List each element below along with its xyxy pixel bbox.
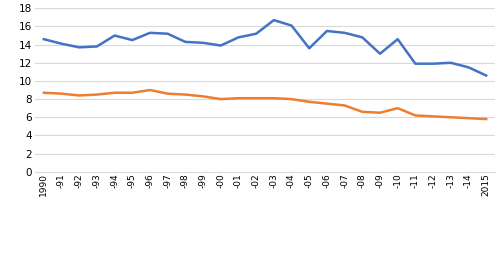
Sweden bbox=[271, 97, 277, 100]
Finland bbox=[466, 66, 471, 69]
Line: Sweden: Sweden bbox=[44, 90, 486, 119]
Sweden bbox=[324, 102, 330, 105]
Sweden bbox=[94, 93, 100, 96]
Sweden bbox=[483, 117, 489, 121]
Sweden bbox=[306, 100, 312, 104]
Sweden bbox=[147, 88, 153, 92]
Finland bbox=[200, 41, 206, 45]
Sweden bbox=[448, 116, 454, 119]
Sweden bbox=[430, 115, 436, 118]
Finland bbox=[412, 62, 418, 65]
Sweden bbox=[164, 92, 170, 95]
Finland bbox=[271, 19, 277, 22]
Sweden bbox=[466, 117, 471, 120]
Sweden bbox=[377, 111, 383, 114]
Line: Finland: Finland bbox=[44, 20, 486, 76]
Finland bbox=[253, 32, 259, 35]
Finland bbox=[394, 37, 400, 41]
Finland bbox=[58, 42, 64, 45]
Finland bbox=[360, 36, 366, 39]
Finland bbox=[164, 32, 170, 35]
Finland bbox=[483, 74, 489, 77]
Finland bbox=[288, 24, 294, 27]
Finland bbox=[324, 29, 330, 33]
Sweden bbox=[200, 95, 206, 98]
Sweden bbox=[288, 98, 294, 101]
Finland bbox=[94, 45, 100, 48]
Finland bbox=[112, 34, 117, 37]
Sweden bbox=[394, 107, 400, 110]
Finland bbox=[306, 47, 312, 50]
Sweden bbox=[182, 93, 188, 96]
Sweden bbox=[236, 97, 242, 100]
Sweden bbox=[41, 91, 47, 94]
Finland bbox=[147, 31, 153, 34]
Finland bbox=[430, 62, 436, 65]
Sweden bbox=[58, 92, 64, 95]
Finland bbox=[130, 39, 136, 42]
Finland bbox=[342, 31, 347, 34]
Finland bbox=[448, 61, 454, 65]
Sweden bbox=[76, 94, 82, 97]
Finland bbox=[236, 36, 242, 39]
Sweden bbox=[360, 110, 366, 114]
Finland bbox=[182, 40, 188, 43]
Finland bbox=[76, 46, 82, 49]
Finland bbox=[41, 37, 47, 41]
Sweden bbox=[130, 91, 136, 94]
Sweden bbox=[253, 97, 259, 100]
Sweden bbox=[218, 98, 224, 101]
Finland bbox=[218, 44, 224, 47]
Sweden bbox=[112, 91, 117, 94]
Sweden bbox=[412, 114, 418, 117]
Finland bbox=[377, 52, 383, 55]
Sweden bbox=[342, 104, 347, 107]
